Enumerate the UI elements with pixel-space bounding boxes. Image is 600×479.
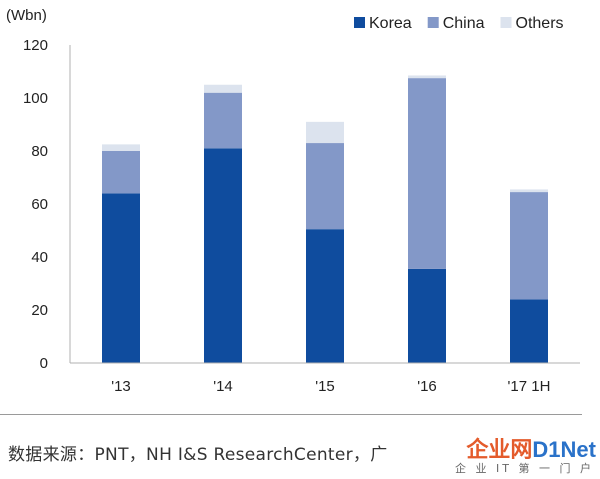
legend-label-others: Others [516,15,564,32]
legend-swatch-others [500,17,512,28]
watermark-tagline: 企 业 IT 第 一 门 户 [455,462,594,475]
x-tick-label-4: '17 1H [508,378,551,395]
watermark-logo: 企业网D1Net 企 业 IT 第 一 门 户 [436,432,596,476]
y-axis-unit-label: (Wbn) [6,7,47,24]
bars [102,75,548,363]
watermark-brand-en: D1Net [532,437,596,462]
bar-korea-4 [510,299,548,363]
y-tick-label-20: 20 [31,302,48,319]
bar-china-4 [510,192,548,300]
y-tick-label-60: 60 [31,196,48,213]
x-tick-label-3: '16 [417,378,437,395]
y-tick-label-120: 120 [23,37,48,54]
bar-china-3 [408,78,446,269]
bar-korea-2 [306,229,344,363]
x-tick-label-0: '13 [111,378,131,395]
bar-china-1 [204,92,242,149]
footer-divider [0,414,582,415]
bar-korea-0 [102,193,140,363]
source-note: 数据来源：PNT，NH I&S ResearchCenter，广 [8,445,388,465]
legend: Korea China Others [354,15,564,32]
y-tick-label-100: 100 [23,90,48,107]
bar-others-4 [510,189,548,193]
bar-others-0 [102,144,140,151]
legend-label-china: China [443,15,485,32]
bar-china-2 [306,143,344,230]
bar-others-1 [204,84,242,93]
watermark-brand: 企业网D1Net [466,432,596,464]
x-tick-label-2: '15 [315,378,335,395]
y-axis-ticks: 0 20 40 60 80 100 120 [23,37,48,372]
y-tick-label-80: 80 [31,143,48,160]
legend-swatch-china [427,17,439,28]
bar-china-0 [102,151,140,194]
y-tick-label-40: 40 [31,249,48,266]
stacked-bar-chart: (Wbn) Korea China Others 0 20 40 60 80 100 120 '… [6,7,580,395]
bar-others-3 [408,75,446,79]
watermark-brand-cn: 企业网 [466,437,533,462]
bar-korea-3 [408,268,446,363]
bar-korea-1 [204,148,242,363]
x-tick-label-1: '14 [213,378,233,395]
x-axis-ticks: '13 '14 '15 '16 '17 1H [111,378,550,395]
bar-others-2 [306,121,344,144]
legend-label-korea: Korea [369,15,412,32]
legend-swatch-korea [354,17,365,28]
y-tick-label-0: 0 [40,355,48,372]
